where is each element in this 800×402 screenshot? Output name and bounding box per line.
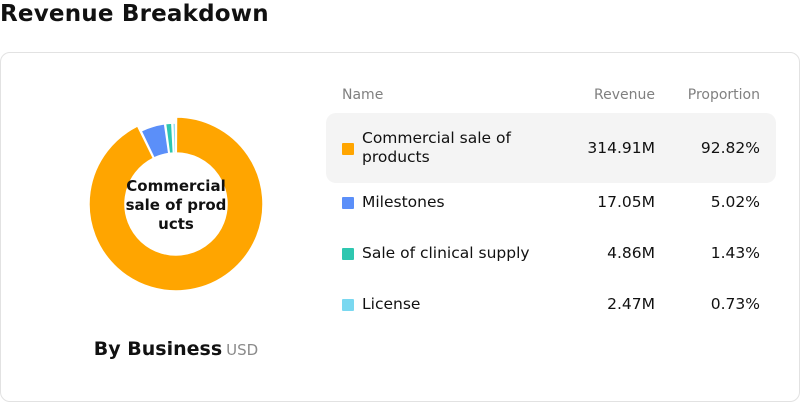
legend-swatch [342, 197, 354, 209]
donut-slice-commercial-sale-of-products[interactable] [88, 116, 264, 292]
legend-swatch [342, 143, 354, 155]
row-proportion: 92.82% [700, 139, 760, 157]
table-row[interactable]: Commercial sale of products 314.91M 92.82% [326, 113, 776, 183]
row-proportion: 0.73% [710, 295, 760, 313]
donut-chart [88, 116, 264, 292]
table-row[interactable]: License 2.47M 0.73% [326, 270, 776, 340]
row-revenue: 2.47M [607, 295, 655, 313]
row-revenue: 4.86M [607, 244, 655, 262]
revenue-card: Commercial sale of products By Business U… [0, 52, 800, 402]
header-revenue: Revenue [594, 87, 655, 103]
legend-swatch [342, 248, 354, 260]
header-proportion: Proportion [687, 87, 760, 103]
row-proportion: 5.02% [710, 193, 760, 211]
table-row[interactable]: Milestones 17.05M 5.02% [326, 168, 776, 238]
row-name: License [362, 295, 421, 313]
legend-swatch [342, 299, 354, 311]
legend-table-body: Commercial sale of products 314.91M 92.82%… [326, 113, 776, 340]
table-row[interactable]: Sale of clinical supply 4.86M 1.43% [326, 219, 776, 289]
donut-slice-license[interactable] [172, 122, 177, 154]
legend-table: Name Revenue Proportion Commercial sale … [326, 83, 776, 340]
chart-caption-unit: USD [226, 341, 259, 359]
row-name: Milestones [362, 193, 445, 211]
legend-table-header: Name Revenue Proportion [326, 83, 776, 113]
chart-caption: By Business USD [1, 338, 351, 360]
header-name: Name [342, 87, 384, 103]
chart-caption-title: By Business [93, 338, 223, 360]
row-name: Sale of clinical supply [362, 244, 530, 262]
row-revenue: 314.91M [587, 139, 655, 157]
page-title: Revenue Breakdown [0, 1, 269, 27]
donut-center-label: Commercial sale of products [125, 177, 227, 233]
row-revenue: 17.05M [597, 193, 655, 211]
row-name: Commercial sale of products [362, 129, 511, 166]
row-proportion: 1.43% [710, 244, 760, 262]
